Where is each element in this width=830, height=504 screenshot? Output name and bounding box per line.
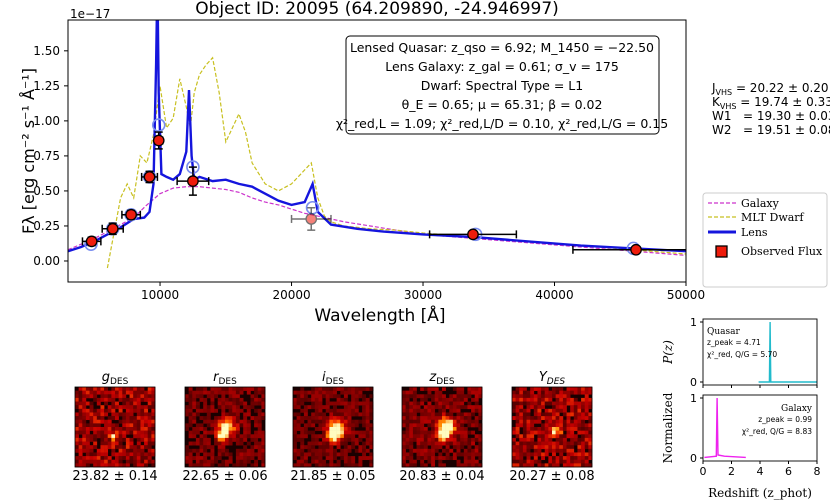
quasar-chi2: χ²_red, Q/G = 5.70 xyxy=(707,350,777,359)
galaxy-label: Galaxy xyxy=(781,404,813,414)
x-axis-label: Wavelength [Å] xyxy=(314,304,445,326)
observed-flux-point xyxy=(101,222,124,236)
observed-flux-point xyxy=(81,235,102,248)
y-tick-label: 0 xyxy=(690,452,697,465)
cutout-row: gDES 23.82 ± 0.14 rDES 22.65 ± 0.06 iDES 21.8… xyxy=(72,370,594,484)
cutout-magnitude: 21.85 ± 0.05 xyxy=(290,469,375,484)
z-tick-label: 0 xyxy=(700,465,707,478)
info-box-line: Lensed Quasar: z_qso = 6.92; M_1450 = −2… xyxy=(350,40,654,55)
observed-flux-point xyxy=(290,206,332,231)
legend-dwarf: MLT Dwarf xyxy=(741,211,805,224)
cutout-magnitude: 20.27 ± 0.08 xyxy=(509,469,594,484)
y-axis-label: Fλ [erg cm⁻² s⁻¹ Å⁻¹] xyxy=(19,68,38,234)
observed-flux-point xyxy=(140,170,159,184)
cutout-z-band: zDES 20.83 ± 0.04 xyxy=(399,370,484,484)
legend-observed-swatch xyxy=(715,245,728,258)
info-box-line: χ²_red,L = 1.09; χ²_red,L/D = 0.10, χ²_r… xyxy=(336,116,668,131)
normalized-axis-label: Normalized xyxy=(661,392,675,463)
info-box-line: Dwarf: Spectral Type = L1 xyxy=(421,78,583,93)
main-plot: 1e−17 10000 20000 30000 40000 50000 0.00 0.25… xyxy=(19,7,830,326)
cutout-magnitude: 23.82 ± 0.14 xyxy=(72,469,157,484)
cutout-g-band: gDES 23.82 ± 0.14 xyxy=(72,370,157,484)
observed-flux-point xyxy=(152,131,165,150)
y-multiplier: 1e−17 xyxy=(70,7,110,21)
quasar-label: Quasar xyxy=(707,327,741,337)
observed-flux-point xyxy=(176,166,210,196)
y-tick-label: 1 xyxy=(690,392,697,405)
legend-galaxy: Galaxy xyxy=(741,197,780,210)
legend-lens: Lens xyxy=(741,226,768,239)
x-tick-label: 40000 xyxy=(535,288,573,302)
z-tick-label: 2 xyxy=(728,465,735,478)
info-box: Lensed Quasar: z_qso = 6.92; M_1450 = −2… xyxy=(336,35,668,135)
observed-flux-point xyxy=(428,228,518,241)
y-tick-label: 0.75 xyxy=(33,149,60,163)
z-tick-label: 4 xyxy=(757,465,764,478)
y-tick-label: 1.50 xyxy=(33,44,60,58)
y-tick-label: 1.00 xyxy=(33,114,60,128)
x-tick-label: 50000 xyxy=(667,288,705,302)
cutout-band-label: gDES xyxy=(102,370,129,387)
quasar-pz-curve xyxy=(758,321,817,383)
galaxy-zpeak: z_peak = 0.99 xyxy=(758,415,812,424)
y-tick-label: 1.25 xyxy=(33,79,60,93)
x-tick-label: 30000 xyxy=(404,288,442,302)
model-flux-circle xyxy=(151,118,166,132)
pz-axis-label: P(z) xyxy=(661,340,675,365)
legend-observed: Observed Flux xyxy=(741,245,823,258)
cutout-i-band: iDES 21.85 ± 0.05 xyxy=(290,370,375,484)
x-tick-label: 10000 xyxy=(141,288,179,302)
x-tick-label: 20000 xyxy=(272,288,310,302)
observed-flux-point xyxy=(572,243,686,256)
z-tick-label: 6 xyxy=(785,465,792,478)
info-box-line: θ_E = 0.65; μ = 65.31; β = 0.02 xyxy=(402,97,603,112)
y-tick-label: 0.00 xyxy=(33,254,60,268)
observed-flux-point xyxy=(121,208,142,221)
y-tick-label: 0 xyxy=(690,376,697,389)
legend: Galaxy MLT Dwarf Lens Observed Flux xyxy=(702,192,828,288)
plot-frame xyxy=(67,19,687,283)
photometry-text: JVHS = 20.22 ± 0.20 KVHS = 19.74 ± 0.33 … xyxy=(711,81,830,137)
cutout-band-label: rDES xyxy=(213,370,237,387)
chart-title: Object ID: 20095 (64.209890, -24.946997) xyxy=(195,0,559,19)
quasar-zpeak: z_peak = 4.71 xyxy=(707,338,761,347)
cutout-Y-band: YDES 20.27 ± 0.08 xyxy=(509,370,594,484)
cutout-band-label: iDES xyxy=(322,370,344,387)
redshift-axis-label: Redshift (z_phot) xyxy=(708,486,812,500)
z-tick-label: 8 xyxy=(814,465,821,478)
y-tick-label: 1 xyxy=(690,316,697,329)
w1-mag: W1 = 19.30 ± 0.03 xyxy=(712,109,830,123)
cutout-band-label: zDES xyxy=(428,370,454,387)
galaxy-chi2: χ²_red, Q/G = 8.83 xyxy=(742,427,812,436)
dwarf-series-line xyxy=(106,56,686,269)
cutout-magnitude: 22.65 ± 0.06 xyxy=(182,469,267,484)
y-tick-label: 0.50 xyxy=(33,184,60,198)
info-box-line: Lens Galaxy: z_gal = 0.61; σ_v = 175 xyxy=(385,59,619,74)
y-tick-label: 0.25 xyxy=(33,219,60,233)
galaxy-pz-curve xyxy=(704,397,746,459)
w2-mag: W2 = 19.51 ± 0.08 xyxy=(712,123,830,137)
cutout-band-label: YDES xyxy=(539,370,566,387)
kvhs-mag: KVHS = 19.74 ± 0.33 xyxy=(712,95,830,111)
cutout-magnitude: 20.83 ± 0.04 xyxy=(399,469,484,484)
cutout-r-band: rDES 22.65 ± 0.06 xyxy=(182,370,267,484)
jvhs-mag: JVHS = 20.22 ± 0.20 xyxy=(711,81,829,97)
